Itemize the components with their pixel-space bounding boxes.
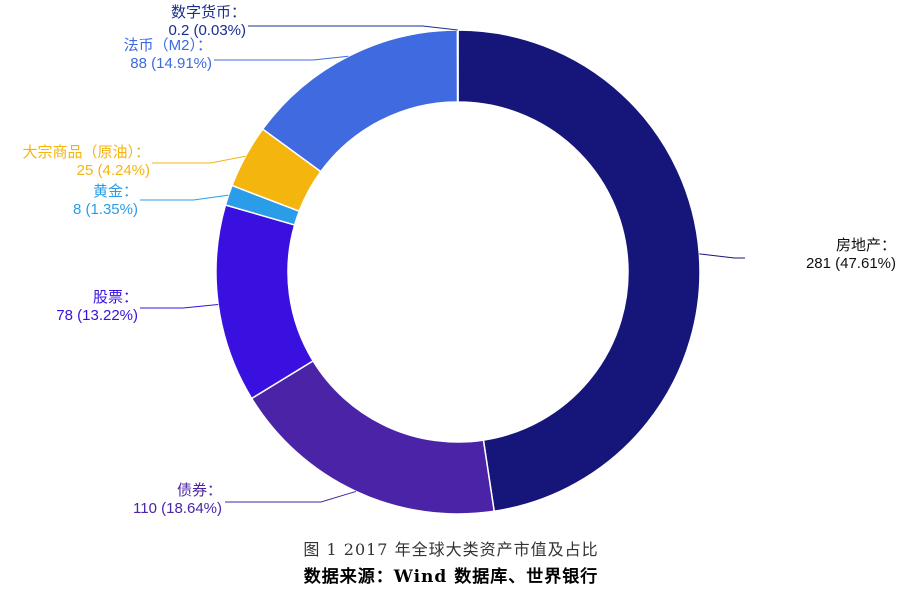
slice-数字货币: [456, 29, 459, 103]
leader-line: [248, 25, 458, 31]
slice-value-label: 8 (1.35%): [73, 201, 138, 218]
leader-line: [152, 155, 246, 164]
leader-line: [140, 194, 229, 201]
slice-category-label: 房地产：: [836, 237, 896, 254]
leader-line: [225, 490, 357, 503]
slice-category-label: 数字货币：: [171, 4, 246, 21]
leader-lines-layer: [140, 25, 745, 503]
slice-category-label: 黄金：: [93, 183, 138, 200]
slice-value-label: 281 (47.61%): [806, 255, 896, 272]
slice-category-label: 债券：: [177, 482, 222, 499]
leader-line: [140, 303, 219, 309]
slice-value-label: 0.2 (0.03%): [168, 22, 246, 39]
slices-layer: [215, 29, 701, 515]
data-source-note: 数据来源：Wind 数据库、世界银行: [303, 567, 599, 587]
slice-法币M2: [261, 29, 459, 173]
leader-line: [699, 253, 745, 259]
slice-房地产: [457, 29, 701, 513]
slice-债券: [250, 359, 496, 515]
slice-value-label: 110 (18.64%): [133, 500, 222, 517]
slice-category-label: 法币（M2）：: [124, 37, 212, 54]
slice-category-label: 大宗商品（原油）：: [22, 143, 150, 161]
slice-value-label: 88 (14.91%): [130, 55, 212, 72]
leader-line: [214, 55, 349, 61]
labels-layer: 房地产：281 (47.61%) 债券：110 (18.64%) 股票：78 (13…: [22, 4, 896, 517]
slice-category-label: 股票：: [93, 289, 138, 306]
figure-caption: 图 1 2017 年全球大类资产市值及占比: [303, 540, 599, 559]
slice-股票: [215, 204, 315, 400]
slice-value-label: 78 (13.22%): [56, 307, 138, 324]
slice-value-label: 25 (4.24%): [77, 162, 150, 179]
